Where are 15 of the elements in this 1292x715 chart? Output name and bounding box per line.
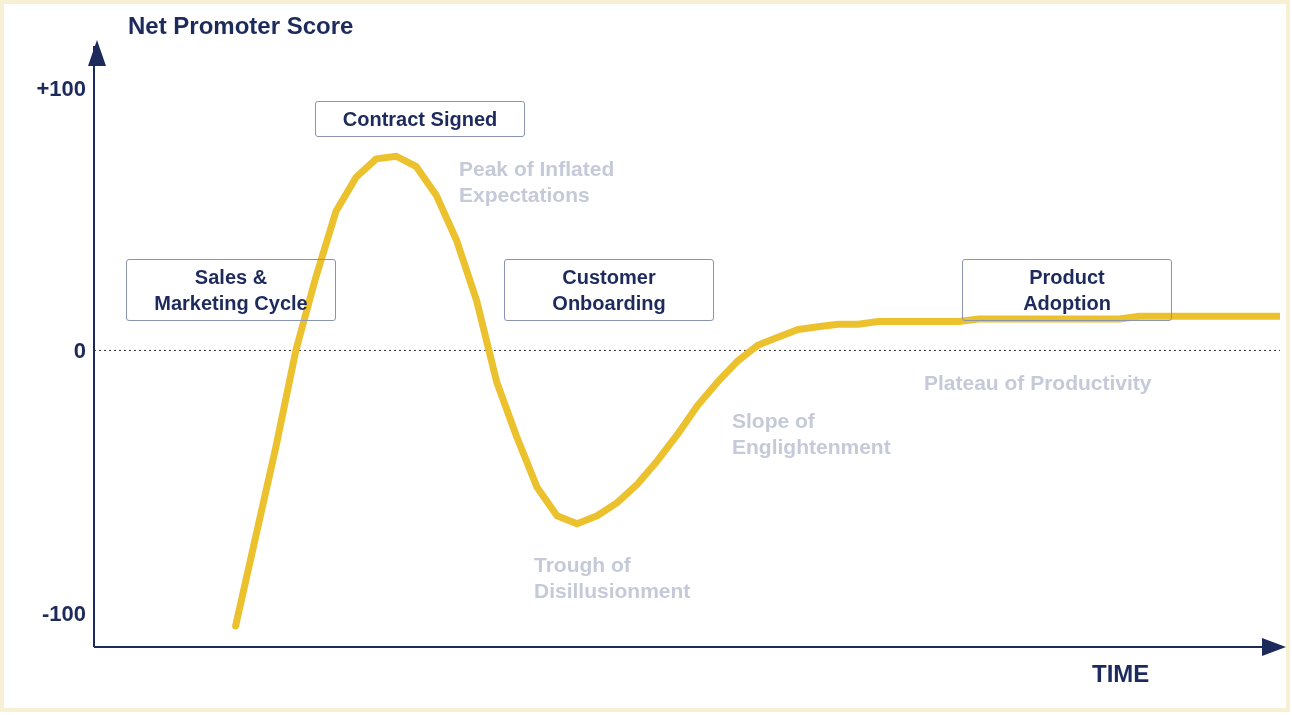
annotation: Contract Signed [342, 108, 498, 130]
annotation: Plateau of Productivity [924, 370, 1153, 396]
y-axis-title: Net Promoter Score [128, 12, 354, 40]
annotation: Peak of Inflated Expectations [459, 156, 616, 208]
annotation: Product Adoption [1023, 266, 1111, 314]
callout-box: Customer Onboarding [504, 259, 714, 321]
callout-box: Product Adoption [962, 259, 1172, 321]
x-axis-title: TIME [1092, 660, 1150, 688]
y-tick-label: 0 [73, 338, 86, 364]
y-tick-label: +100 [36, 75, 86, 101]
annotation: Trough of Disillusionment [534, 552, 692, 604]
annotation: Slope of Englightenment [732, 408, 892, 460]
annotation: Customer Onboarding [552, 266, 666, 314]
callout-box: Contract Signed [315, 101, 525, 137]
y-tick-label: -100 [41, 600, 86, 626]
